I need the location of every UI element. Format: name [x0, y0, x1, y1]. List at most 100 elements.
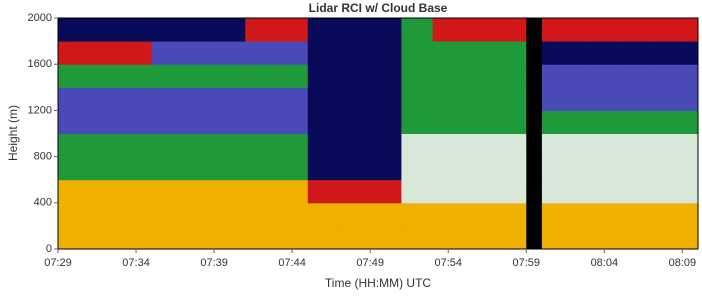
heat-cell	[589, 110, 621, 134]
heat-cell	[682, 157, 698, 181]
heat-cell	[152, 110, 184, 134]
heat-cell	[401, 87, 433, 111]
heat-cell	[433, 110, 465, 134]
heat-cell	[183, 180, 215, 204]
heat-cell	[120, 41, 152, 65]
heat-cell	[401, 110, 433, 134]
heat-cell	[152, 226, 184, 250]
heat-cell	[152, 134, 184, 158]
heat-cell	[58, 87, 90, 111]
heat-cell	[214, 64, 246, 88]
heat-cell	[589, 41, 621, 65]
heat-cell	[620, 203, 652, 227]
heat-cell	[542, 180, 558, 204]
heat-cell	[245, 18, 277, 42]
heat-cell	[89, 203, 121, 227]
x-tick-label: 07:49	[356, 257, 384, 269]
heat-cell	[89, 157, 121, 181]
heat-cell	[526, 226, 542, 250]
heat-cell	[370, 18, 402, 42]
heat-cell	[58, 18, 90, 42]
heat-cell	[651, 180, 683, 204]
heat-cell	[433, 41, 465, 65]
heat-cell	[589, 18, 621, 42]
heat-cell	[183, 157, 215, 181]
heat-cell	[245, 134, 277, 158]
heat-cell	[120, 157, 152, 181]
heat-cell	[401, 203, 433, 227]
heat-cell	[58, 41, 90, 65]
heat-cell	[308, 18, 340, 42]
heat-cell	[651, 226, 683, 250]
heat-cell	[651, 134, 683, 158]
heat-cell	[589, 203, 621, 227]
heat-cell	[682, 180, 698, 204]
heat-cell	[183, 41, 215, 65]
heat-cell	[370, 157, 402, 181]
heat-cell	[58, 226, 90, 250]
heat-cell	[651, 87, 683, 111]
heat-cell	[277, 18, 309, 42]
heat-cell	[558, 41, 590, 65]
heat-cell	[339, 64, 371, 88]
heat-cell	[495, 18, 527, 42]
heat-cell	[370, 110, 402, 134]
heat-cell	[401, 64, 433, 88]
heat-cell	[401, 180, 433, 204]
heat-cell	[89, 180, 121, 204]
heat-cell	[277, 64, 309, 88]
heat-cell	[277, 226, 309, 250]
y-tick-label: 400	[34, 197, 52, 209]
heat-cell	[542, 64, 558, 88]
heat-cell	[620, 41, 652, 65]
heat-cell	[589, 157, 621, 181]
heat-cell	[542, 87, 558, 111]
heat-cell	[308, 110, 340, 134]
heat-cell	[558, 64, 590, 88]
heat-cell	[401, 41, 433, 65]
heat-cell	[120, 87, 152, 111]
heat-cell	[214, 87, 246, 111]
heat-cell	[277, 157, 309, 181]
heat-cell	[401, 134, 433, 158]
heat-cell	[433, 180, 465, 204]
heat-cell	[214, 110, 246, 134]
heat-cell	[183, 18, 215, 42]
heat-cell	[245, 87, 277, 111]
heat-cell	[401, 226, 433, 250]
heat-cell	[495, 180, 527, 204]
heat-cell	[558, 110, 590, 134]
heat-cell	[558, 134, 590, 158]
y-tick-label: 1200	[28, 104, 52, 116]
heat-cell	[682, 203, 698, 227]
heat-cell	[495, 87, 527, 111]
heat-cell	[183, 203, 215, 227]
heat-cell	[651, 41, 683, 65]
heat-cell	[433, 203, 465, 227]
heat-cell	[245, 226, 277, 250]
heat-cell	[214, 18, 246, 42]
heat-cell	[370, 64, 402, 88]
heat-cell	[183, 110, 215, 134]
heat-cell	[58, 64, 90, 88]
heat-cell	[308, 64, 340, 88]
x-tick-label: 07:39	[200, 257, 228, 269]
heat-cell	[589, 134, 621, 158]
heat-cell	[589, 226, 621, 250]
heat-cell	[339, 180, 371, 204]
heat-cell	[651, 18, 683, 42]
heat-cell	[542, 203, 558, 227]
heat-cell	[277, 87, 309, 111]
heat-cell	[464, 226, 496, 250]
heat-cell	[245, 157, 277, 181]
heat-cell	[558, 18, 590, 42]
x-tick-label: 07:59	[513, 257, 541, 269]
heat-cell	[214, 226, 246, 250]
heat-cell	[526, 203, 542, 227]
heat-cell	[495, 157, 527, 181]
heat-cell	[152, 180, 184, 204]
heat-cell	[152, 64, 184, 88]
chart: Lidar RCI w/ Cloud Base Time (HH:MM) UTC…	[0, 0, 702, 297]
heat-cell	[682, 134, 698, 158]
heat-cell	[339, 157, 371, 181]
